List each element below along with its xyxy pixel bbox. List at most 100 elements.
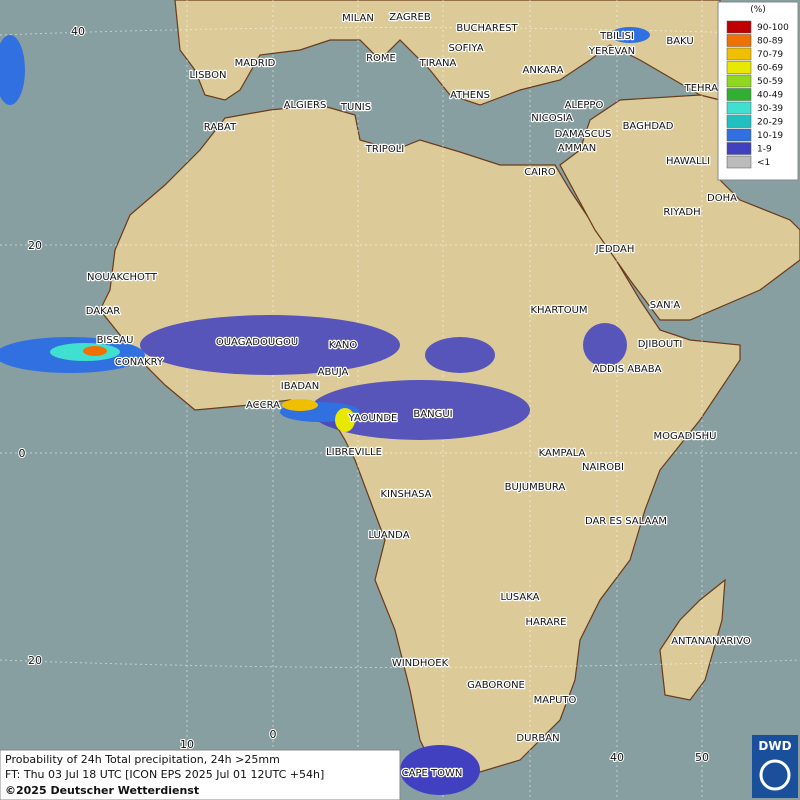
grid-labels: 40 20 0 20 10 0 40 50 bbox=[18, 24, 711, 765]
legend-swatch bbox=[726, 155, 752, 169]
city-label: DAMASCUS bbox=[555, 129, 612, 140]
city-label: TEHRAN bbox=[684, 83, 726, 94]
city-label: YEREVAN bbox=[588, 46, 635, 57]
city-label: LISBON bbox=[190, 70, 227, 81]
legend-swatch bbox=[726, 88, 752, 101]
city-label: BISSAU bbox=[97, 335, 134, 346]
legend-label: 1-9 bbox=[757, 145, 772, 155]
city-label: HARARE bbox=[525, 617, 566, 628]
city-label: CONAKRY bbox=[115, 357, 164, 368]
legend-swatch bbox=[726, 128, 752, 142]
city-label: ANKARA bbox=[523, 65, 564, 76]
legend-swatch bbox=[726, 101, 752, 115]
city-label: LUSAKA bbox=[501, 592, 540, 603]
city-label: TIRANA bbox=[419, 58, 457, 69]
city-label: ZAGREB bbox=[389, 12, 431, 23]
city-label: LIBREVILLE bbox=[326, 447, 382, 458]
legend-label: <1 bbox=[757, 158, 770, 168]
legend-label: 70-79 bbox=[757, 50, 783, 60]
city-label: ALEPPO bbox=[565, 100, 604, 111]
footer: Probability of 24h Total precipitation, … bbox=[0, 749, 401, 800]
city-label: TBILISI bbox=[599, 31, 634, 42]
city-label: SAN'A bbox=[650, 300, 681, 311]
city-label: ADDIS ABABA bbox=[593, 364, 662, 375]
city-label: ABUJA bbox=[318, 367, 349, 378]
city-label: DAKAR bbox=[86, 306, 121, 317]
legend-swatch bbox=[726, 20, 752, 34]
legend-label: 30-39 bbox=[757, 104, 783, 114]
city-label: DOHA bbox=[707, 193, 737, 204]
city-labels: MILAN ZAGREB BUCHAREST SOFIYA ROME TIRANA ANKA… bbox=[84, 11, 752, 781]
precipitation bbox=[0, 27, 650, 795]
city-label: NICOSIA bbox=[531, 113, 573, 124]
city-label: KHARTOUM bbox=[530, 305, 587, 316]
city-label: MAPUTO bbox=[534, 695, 577, 706]
city-label: GABORONE bbox=[467, 680, 525, 691]
city-label: IBADAN bbox=[281, 381, 320, 392]
city-label: LUANDA bbox=[368, 530, 409, 541]
legend-swatch bbox=[726, 115, 752, 128]
city-label: TUNIS bbox=[340, 102, 371, 113]
footer-box bbox=[0, 749, 401, 800]
city-label: MILAN bbox=[342, 13, 374, 24]
arabia bbox=[559, 94, 800, 321]
legend-label: 90-100 bbox=[757, 23, 789, 33]
grid-label: 10 bbox=[180, 738, 194, 751]
city-label: WINDHOEK bbox=[392, 658, 449, 669]
city-label: TRIPOLI bbox=[365, 144, 404, 155]
city-label: KANO bbox=[329, 340, 358, 351]
city-label: KAMPALA bbox=[539, 448, 586, 459]
city-label: CAPE TOWN bbox=[402, 768, 463, 779]
city-label: MOGADISHU bbox=[654, 431, 717, 442]
grid-label: 0 bbox=[270, 728, 277, 741]
grid-label: 40 bbox=[71, 25, 85, 38]
city-label: HAWALLI bbox=[666, 156, 710, 167]
legend-label: 80-89 bbox=[757, 37, 783, 47]
city-label: NOUAKCHOTT bbox=[87, 272, 158, 283]
legend-swatch bbox=[726, 61, 752, 74]
grid-label: 20 bbox=[28, 239, 42, 252]
legend-label: 60-69 bbox=[757, 64, 783, 74]
city-label: SOFIYA bbox=[448, 43, 483, 54]
legend: (%) 90-100 80-89 70-79 60-69 50-59 40-49 30-39… bbox=[717, 1, 799, 181]
logo: DWD bbox=[752, 735, 798, 798]
grid-label: 50 bbox=[695, 751, 709, 764]
legend-label: 50-59 bbox=[757, 77, 783, 87]
copyright: ©2025 Deutscher Wetterdienst bbox=[5, 784, 199, 797]
city-label: ATHENS bbox=[450, 90, 490, 101]
city-label: BANGUI bbox=[413, 409, 452, 420]
grid-label: 20 bbox=[28, 654, 42, 667]
city-label: BUJUMBURA bbox=[505, 482, 566, 493]
city-label: KINSHASA bbox=[380, 489, 431, 500]
legend-label: 20-29 bbox=[757, 118, 783, 128]
city-label: DJIBOUTI bbox=[638, 339, 683, 350]
city-label: ANTANANARIVO bbox=[671, 636, 751, 647]
city-label: ROME bbox=[366, 53, 396, 64]
grid-label: 0 bbox=[19, 447, 26, 460]
city-label: RIYADH bbox=[663, 207, 700, 218]
city-label: BUCHAREST bbox=[456, 23, 518, 34]
city-label: CAIRO bbox=[524, 167, 556, 178]
city-label: OUAGADOUGOU bbox=[216, 337, 298, 348]
city-label: RABAT bbox=[204, 122, 237, 133]
footer-line: FT: Thu 03 Jul 18 UTC [ICON EPS 2025 Jul… bbox=[5, 768, 324, 781]
legend-swatch bbox=[726, 47, 752, 61]
logo-text: DWD bbox=[758, 739, 791, 753]
city-label: ACCRA bbox=[246, 400, 280, 411]
madagascar bbox=[659, 578, 726, 701]
city-label: MADRID bbox=[235, 58, 276, 69]
city-label: JEDDAH bbox=[595, 244, 635, 255]
city-label: BAKU bbox=[666, 36, 693, 47]
city-label: YAOUNDE bbox=[348, 413, 398, 424]
europe bbox=[174, 0, 721, 106]
legend-swatch bbox=[726, 74, 752, 88]
city-label: AMMAN bbox=[558, 143, 596, 154]
legend-unit: (%) bbox=[750, 5, 766, 15]
city-label: DAR ES SALAAM bbox=[585, 516, 667, 527]
legend-label: 10-19 bbox=[757, 131, 783, 141]
city-label: ALGIERS bbox=[284, 100, 327, 111]
footer-line: Probability of 24h Total precipitation, … bbox=[5, 753, 280, 766]
city-label: BAGHDAD bbox=[623, 121, 674, 132]
city-label: DURBAN bbox=[516, 733, 559, 744]
